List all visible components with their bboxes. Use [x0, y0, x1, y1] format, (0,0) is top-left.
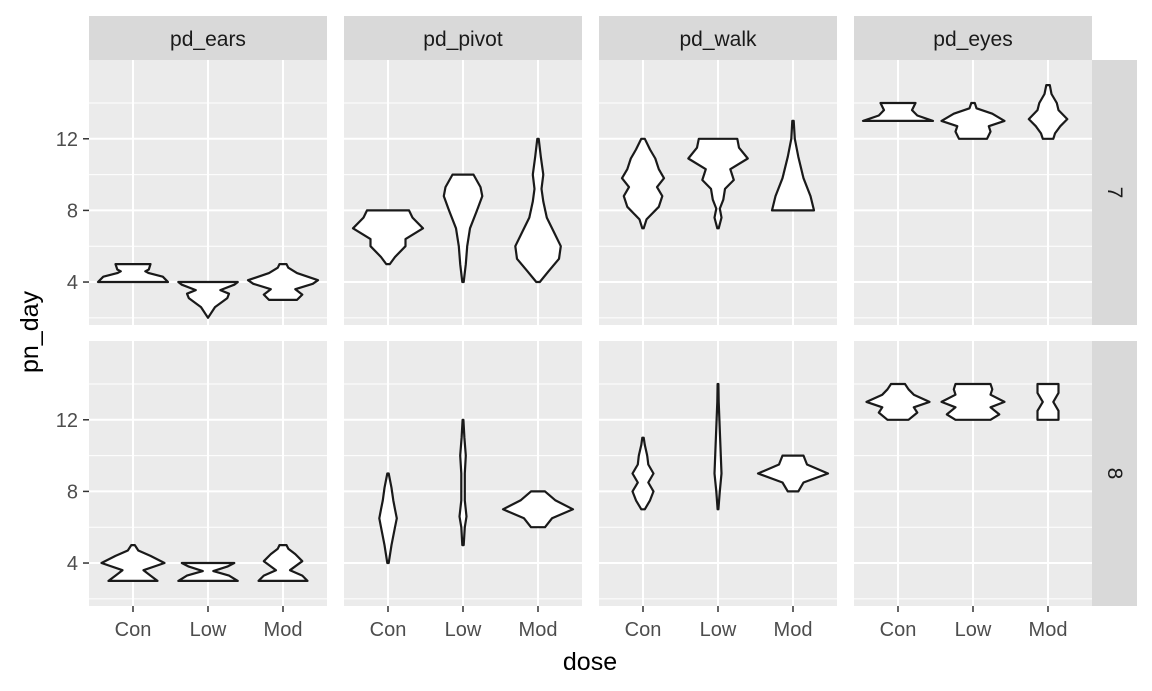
violin-pd_eyes-8-con	[865, 382, 931, 421]
violin-pd_pivot-8-con	[378, 472, 398, 565]
column-strip	[854, 16, 1092, 60]
violin-pd_pivot-7-mod	[514, 137, 562, 284]
column-strip-label: pd_ears	[170, 28, 246, 51]
column-strip	[599, 16, 837, 60]
violin-pd_eyes-7-low	[940, 101, 1006, 140]
y-tick-label: 12	[56, 410, 78, 432]
violin-pd_ears-7-con	[96, 263, 170, 284]
violin-pd_pivot-8-low	[458, 418, 468, 547]
violin-pd_walk-7-low	[687, 137, 749, 230]
x-tick-label: Con	[115, 619, 152, 641]
y-tick-label: 8	[67, 481, 78, 503]
violin-pd_eyes-7-con	[861, 101, 935, 122]
y-axis-title: pn_day	[16, 290, 44, 373]
column-strip-label: pd_walk	[679, 28, 757, 51]
violin-pd_ears-8-low	[177, 561, 239, 582]
violin-pd_walk-8-mod	[756, 454, 830, 493]
column-strip	[344, 16, 582, 60]
x-axis-title: dose	[563, 648, 617, 676]
y-tick-label: 12	[56, 129, 78, 151]
y-tick-label: 8	[67, 200, 78, 222]
row-strip	[1092, 341, 1137, 606]
violin-pd_eyes-8-mod	[1036, 382, 1060, 421]
x-tick-label: Con	[370, 619, 407, 641]
violin-pd_ears-7-low	[177, 280, 239, 319]
violin-pd_pivot-7-low	[442, 173, 484, 284]
violin-pd_walk-7-mod	[770, 119, 816, 212]
x-tick-label: Con	[880, 619, 917, 641]
x-tick-label: Low	[955, 619, 992, 641]
x-tick-label: Low	[700, 619, 737, 641]
x-tick-label: Con	[625, 619, 662, 641]
violin-pd_walk-7-con	[620, 137, 666, 230]
x-tick-label: Mod	[264, 619, 303, 641]
row-strip	[1092, 60, 1137, 325]
violin-pd_pivot-8-mod	[501, 490, 575, 529]
violin-pd_ears-8-con	[100, 544, 166, 582]
violin-pd_walk-8-con	[631, 436, 655, 511]
violin-pd_pivot-7-con	[351, 209, 425, 266]
x-tick-label: Low	[190, 619, 227, 641]
row-strip-label: 8	[1103, 468, 1126, 480]
violin-pd_walk-8-low	[713, 382, 723, 511]
violin-pd_eyes-8-low	[940, 382, 1006, 421]
violin-pd_ears-8-mod	[257, 544, 309, 582]
column-strip-label: pd_pivot	[423, 28, 503, 51]
x-tick-label: Mod	[1029, 619, 1068, 641]
violin-pd_ears-7-mod	[246, 263, 320, 301]
x-tick-label: Mod	[519, 619, 558, 641]
violin-pd_eyes-7-mod	[1027, 84, 1069, 140]
column-strip	[89, 16, 327, 60]
column-strip-label: pd_eyes	[933, 28, 1012, 51]
x-tick-label: Low	[445, 619, 482, 641]
y-tick-label: 4	[67, 272, 78, 294]
x-tick-label: Mod	[774, 619, 813, 641]
y-tick-label: 4	[67, 553, 78, 575]
row-strip-label: 7	[1103, 187, 1126, 199]
